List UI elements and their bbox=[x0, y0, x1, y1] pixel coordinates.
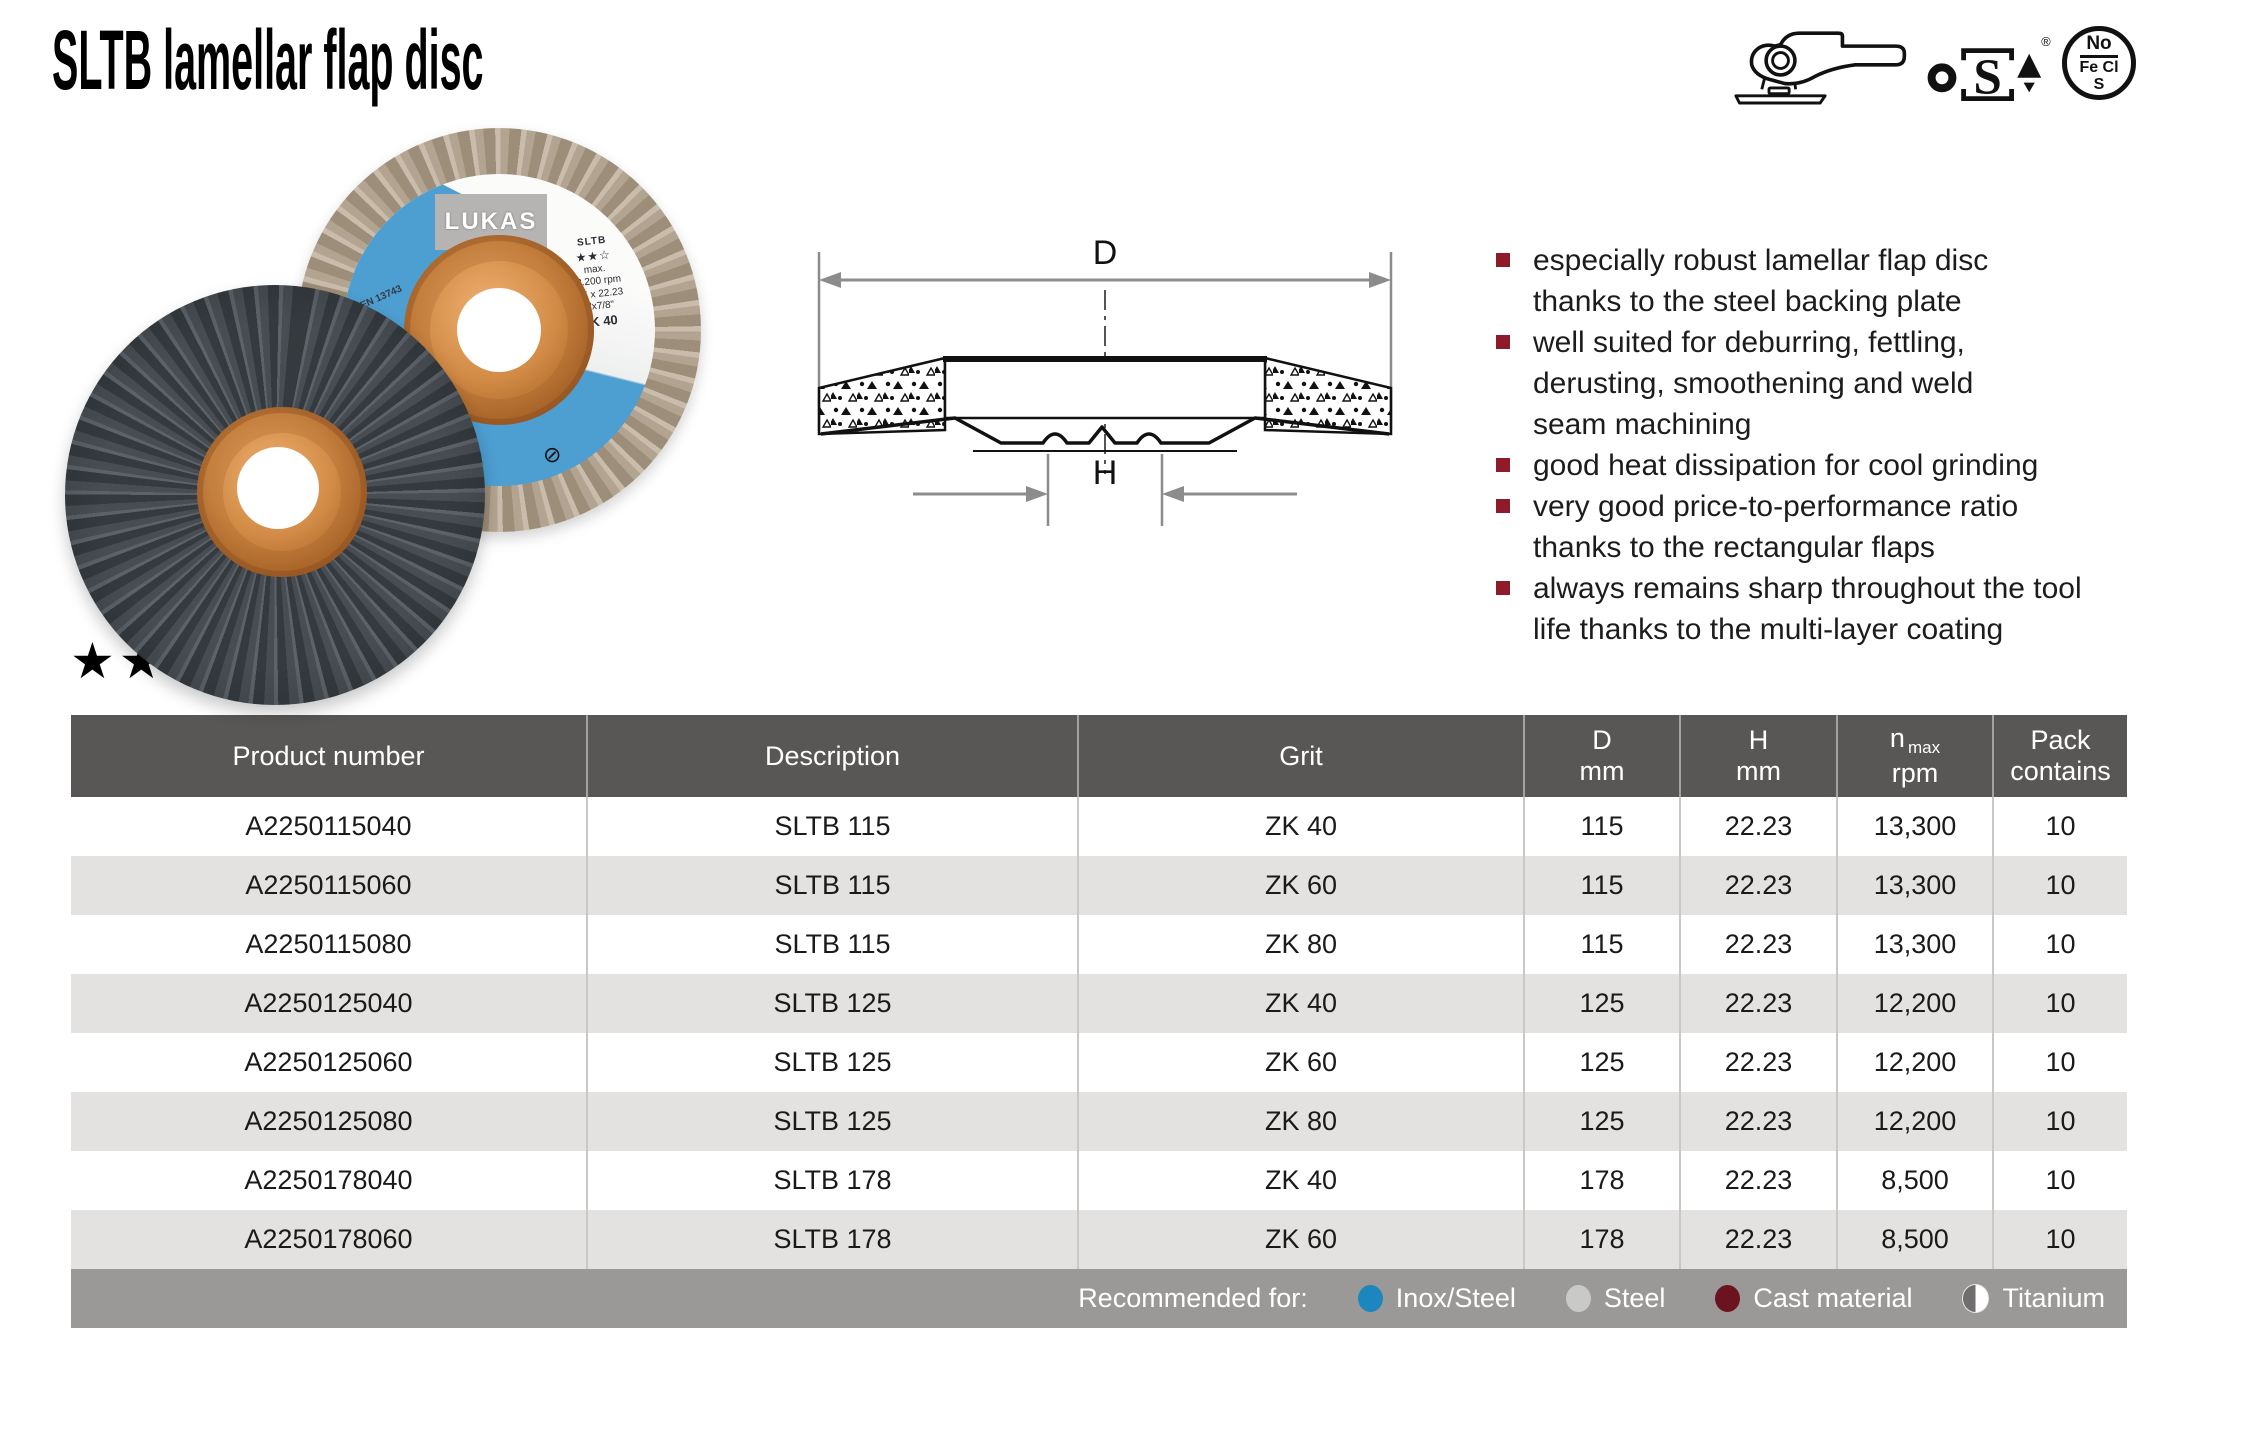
legend-item-titanium: Titanium bbox=[1962, 1283, 2105, 1314]
prohibition-icon: ⊘ bbox=[543, 442, 562, 467]
recommended-for-legend: Recommended for: Inox/Steel Steel Cast m… bbox=[71, 1283, 2105, 1314]
table-footer: Recommended for: Inox/Steel Steel Cast m… bbox=[71, 1269, 2127, 1328]
bore-hole bbox=[457, 288, 541, 372]
table-row: A2250125080 SLTB 125 ZK 80 125 22.23 12,… bbox=[71, 1092, 2127, 1151]
product-table: Product number Description Grit D mm H m… bbox=[71, 715, 2127, 1328]
feature-item: very good price-to-performance ratio tha… bbox=[1496, 486, 2196, 568]
steel-dot-icon bbox=[1565, 1285, 1591, 1312]
diameter-label: D bbox=[1093, 234, 1118, 272]
bore-label: H bbox=[1093, 454, 1118, 492]
col-header-grit: Grit bbox=[1078, 715, 1525, 797]
feature-item: good heat dissipation for cool grinding bbox=[1496, 445, 2196, 486]
table-row: A2250115040 SLTB 115 ZK 40 115 22.23 13,… bbox=[71, 797, 2127, 856]
titanium-dot-icon bbox=[1962, 1284, 1990, 1313]
flap-disc-abrasive-side bbox=[65, 285, 485, 705]
inox-steel-dot-icon bbox=[1357, 1285, 1383, 1312]
table-row: A2250178040 SLTB 178 ZK 40 178 22.23 8,5… bbox=[71, 1151, 2127, 1210]
no-fe-cl-s-badge: No Fe Cl S bbox=[2062, 26, 2136, 100]
brand-name: LUKAS bbox=[444, 208, 538, 235]
dimension-diagram: D H bbox=[817, 234, 1393, 526]
feature-item: always remains sharp throughout the tool… bbox=[1496, 568, 2196, 650]
col-header-pack-contains: Pack contains bbox=[1993, 715, 2127, 797]
table-row: A2250125040 SLTB 125 ZK 40 125 22.23 12,… bbox=[71, 974, 2127, 1033]
bore-hole bbox=[237, 447, 319, 529]
product-photo: Inox/Acier - Inox/Acero LUKAS SLTB ★★☆ m… bbox=[55, 95, 715, 705]
svg-text:S: S bbox=[1973, 49, 2001, 106]
badge-line-no: No bbox=[2080, 33, 2118, 58]
col-header-h-mm: H mm bbox=[1680, 715, 1838, 797]
badge-line-fecl: Fe Cl bbox=[2079, 58, 2119, 76]
col-header-d-mm: D mm bbox=[1524, 715, 1681, 797]
table-row: A2250178060 SLTB 178 ZK 60 178 22.23 8,5… bbox=[71, 1210, 2127, 1269]
legend-item-steel: Steel bbox=[1565, 1283, 1665, 1314]
table-header: Product number Description Grit D mm H m… bbox=[71, 715, 2127, 797]
feature-item: well suited for deburring, fettling, der… bbox=[1496, 322, 2196, 445]
page-title: SLTB lamellar flap disc bbox=[52, 13, 484, 107]
legend-item-cast-material: Cast material bbox=[1715, 1283, 1912, 1314]
col-header-product-number: Product number bbox=[71, 715, 588, 797]
table-row: A2250115080 SLTB 115 ZK 80 115 22.23 13,… bbox=[71, 915, 2127, 974]
feature-list: especially robust lamellar flap disc tha… bbox=[1496, 240, 2196, 650]
svg-text:®: ® bbox=[2041, 34, 2051, 49]
legend-item-inox-steel: Inox/Steel bbox=[1357, 1283, 1516, 1314]
feature-item: especially robust lamellar flap disc tha… bbox=[1496, 240, 2196, 322]
cast-material-dot-icon bbox=[1715, 1285, 1741, 1312]
table-row: A2250115060 SLTB 115 ZK 60 115 22.23 13,… bbox=[71, 856, 2127, 915]
col-header-description: Description bbox=[587, 715, 1079, 797]
col-header-nmax-rpm: n max rpm bbox=[1837, 715, 1994, 797]
table-row: A2250125060 SLTB 125 ZK 60 125 22.23 12,… bbox=[71, 1033, 2127, 1092]
osa-logo: S ® bbox=[1927, 34, 2051, 106]
angle-grinder-icon bbox=[1734, 31, 1907, 105]
badge-line-s: S bbox=[2093, 75, 2105, 93]
legend-label: Recommended for: bbox=[1078, 1283, 1308, 1313]
